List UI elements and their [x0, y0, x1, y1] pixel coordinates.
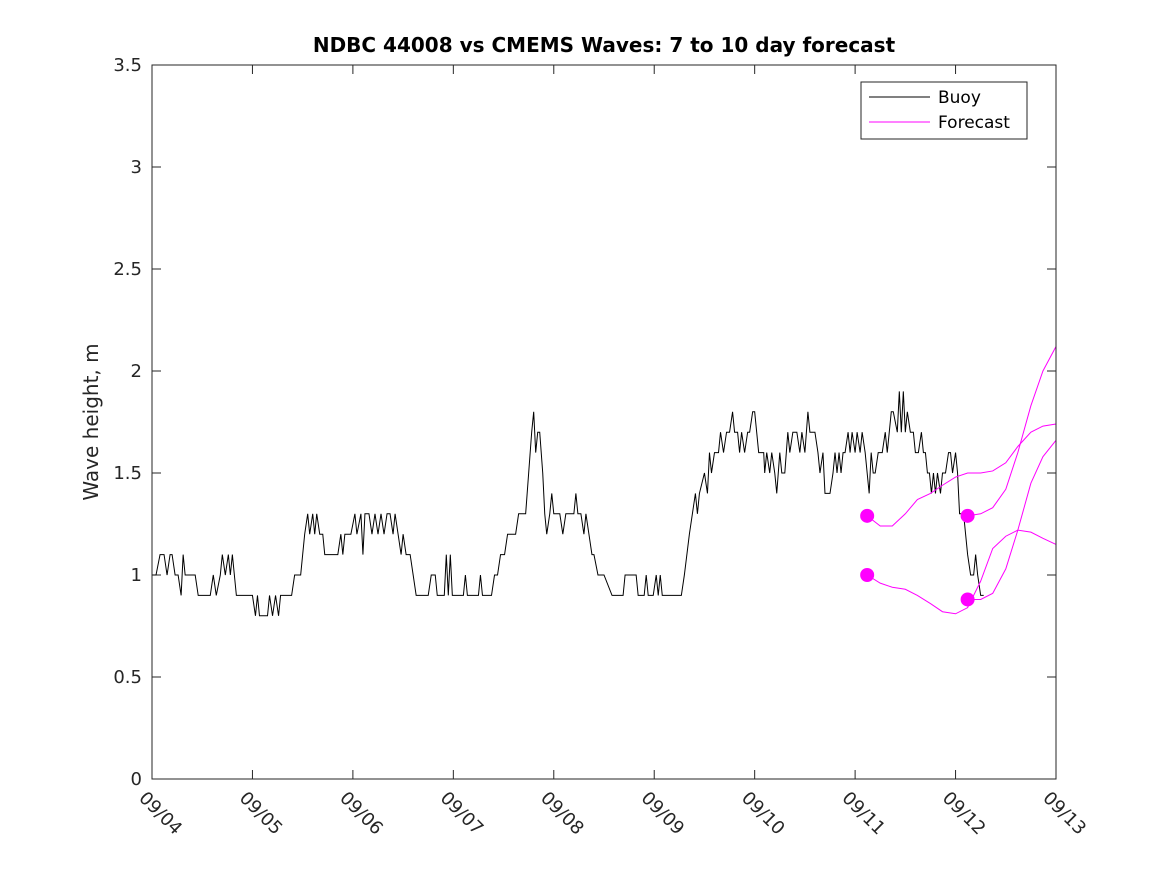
y-tick-label: 2.5 — [113, 259, 142, 280]
axes-box — [151, 64, 1057, 780]
forecast-line-4 — [967, 440, 1057, 600]
y-tick-label: 1.5 — [113, 463, 142, 484]
y-tick-label: 0.5 — [113, 667, 142, 688]
y-tick-label: 3 — [131, 157, 142, 178]
forecast-start-marker — [860, 568, 875, 582]
y-axis-label: Wave height, m — [79, 343, 103, 500]
y-tick-label: 3.5 — [113, 55, 142, 76]
y-tick-label: 0 — [131, 769, 142, 790]
forecast-line-1 — [866, 423, 1057, 527]
forecast-line-3 — [967, 346, 1057, 517]
legend-box — [860, 81, 1028, 140]
y-tick-label: 2 — [131, 361, 142, 382]
buoy-line — [152, 391, 984, 617]
legend-buoy-label: Buoy — [938, 88, 981, 108]
chart-title: NDBC 44008 vs CMEMS Waves: 7 to 10 day f… — [313, 33, 896, 57]
forecast-start-marker — [860, 508, 875, 523]
legend-forecast-label: Forecast — [938, 113, 1010, 133]
forecast-line-2 — [866, 529, 1057, 615]
series-layer — [152, 346, 1057, 617]
legend: Buoy Forecast — [860, 81, 1028, 140]
forecast-start-marker — [960, 508, 975, 523]
forecast-markers — [860, 508, 975, 607]
y-tick-label: 1 — [131, 565, 142, 586]
y-ticks: 0 0.5 1 1.5 2 2.5 3 3.5 — [113, 55, 1056, 790]
plot-area — [152, 65, 1056, 779]
forecast-start-marker — [960, 592, 975, 607]
